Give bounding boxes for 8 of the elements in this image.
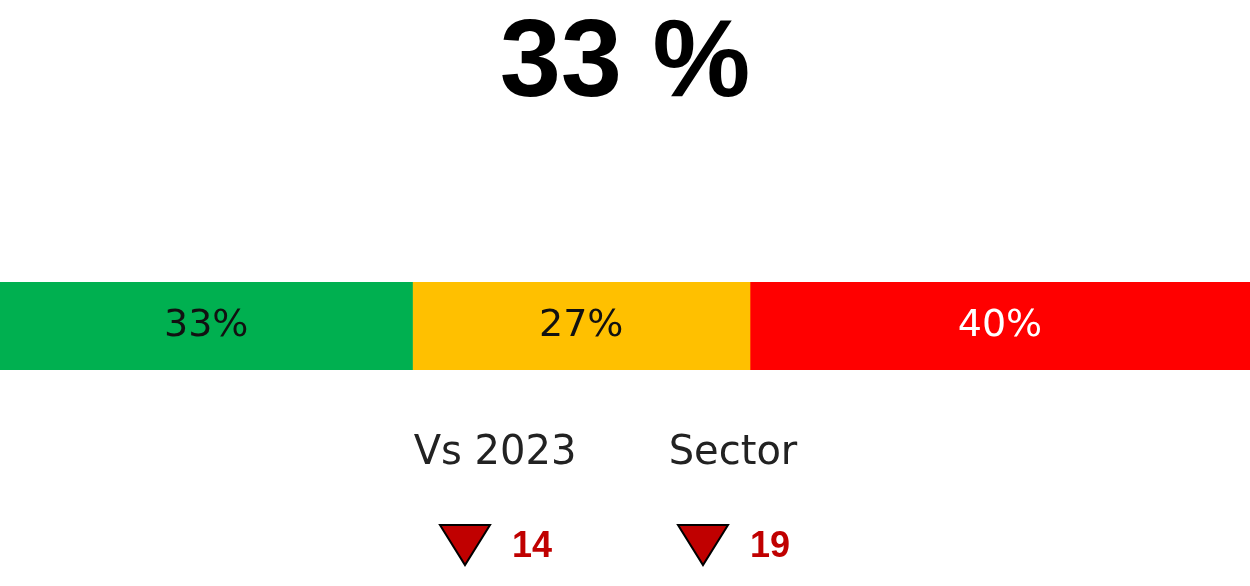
chart-title: 33 %: [499, 0, 751, 120]
text: 19: [749, 524, 791, 566]
data-label: 33%: [164, 300, 249, 345]
text: 14: [511, 524, 553, 566]
text: Sector: [667, 426, 799, 475]
data-label: 27%: [539, 300, 624, 345]
text: Vs 2023: [412, 426, 578, 475]
data-label: 40%: [957, 300, 1043, 345]
